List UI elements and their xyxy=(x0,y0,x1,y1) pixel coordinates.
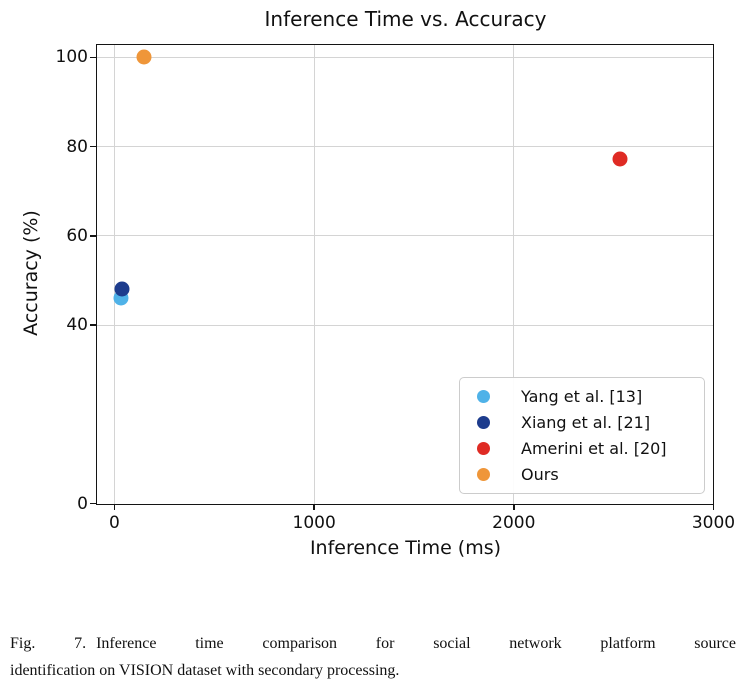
data-point-xiang-et-al-21 xyxy=(114,281,130,297)
gridline-vertical xyxy=(513,44,515,504)
legend-label: Yang et al. [13] xyxy=(521,386,643,406)
x-tick-mark xyxy=(712,503,715,510)
legend-item: Amerini et al. [20] xyxy=(460,439,704,458)
gridline-horizontal xyxy=(96,324,714,326)
x-tick-label: 3000 xyxy=(691,512,736,533)
legend-marker-icon xyxy=(477,415,490,429)
chart-title: Inference Time vs. Accuracy xyxy=(264,7,547,31)
y-tick-mark xyxy=(90,503,96,505)
legend-item: Yang et al. [13] xyxy=(460,387,704,406)
legend-item: Ours xyxy=(460,465,704,484)
gridline-horizontal xyxy=(96,56,714,58)
legend-label: Xiang et al. [21] xyxy=(521,412,651,432)
legend-marker-icon xyxy=(477,468,490,482)
x-tick-mark xyxy=(113,503,116,510)
data-point-ours xyxy=(136,49,152,65)
plot-area-border xyxy=(96,44,714,505)
caption-line-1: Fig. 7. Inference time comparison for soc… xyxy=(10,630,736,657)
y-tick-label: 60 xyxy=(66,225,88,246)
x-tick-label: 2000 xyxy=(492,512,536,533)
x-tick-mark xyxy=(513,503,515,510)
y-tick-label: 40 xyxy=(66,315,88,336)
y-tick-label: 100 xyxy=(55,47,88,68)
gridline-vertical xyxy=(313,44,315,504)
x-tick-mark xyxy=(313,503,315,510)
caption-label: Fig. 7. xyxy=(10,635,87,652)
y-tick-mark xyxy=(90,235,96,237)
caption-line-2: identification on VISION dataset with se… xyxy=(10,662,400,679)
x-axis-label: Inference Time (ms) xyxy=(309,537,502,559)
y-tick-label: 0 xyxy=(77,493,88,514)
legend-label: Amerini et al. [20] xyxy=(521,439,667,459)
gridline-horizontal xyxy=(96,146,714,148)
legend-marker-icon xyxy=(477,389,490,403)
figure-caption: Fig. 7. Inference time comparison for soc… xyxy=(10,630,736,684)
x-tick-label: 0 xyxy=(109,512,120,533)
y-tick-mark xyxy=(90,324,96,326)
x-tick-label: 1000 xyxy=(292,512,336,533)
gridline-vertical xyxy=(113,44,115,504)
legend-item: Xiang et al. [21] xyxy=(460,413,704,432)
y-tick-mark xyxy=(90,56,96,58)
legend: Yang et al. [13] Xiang et al. [21] Amerini… xyxy=(459,377,705,494)
y-axis-label: Accuracy (%) xyxy=(20,210,42,336)
caption-text-1: Inference time comparison for social net… xyxy=(96,635,737,652)
data-point-amerini-et-al-20 xyxy=(612,151,628,167)
gridline-horizontal xyxy=(96,235,714,237)
y-tick-label: 80 xyxy=(66,136,88,157)
y-tick-mark xyxy=(90,145,96,148)
legend-label: Ours xyxy=(521,465,559,485)
legend-marker-icon xyxy=(477,442,490,456)
